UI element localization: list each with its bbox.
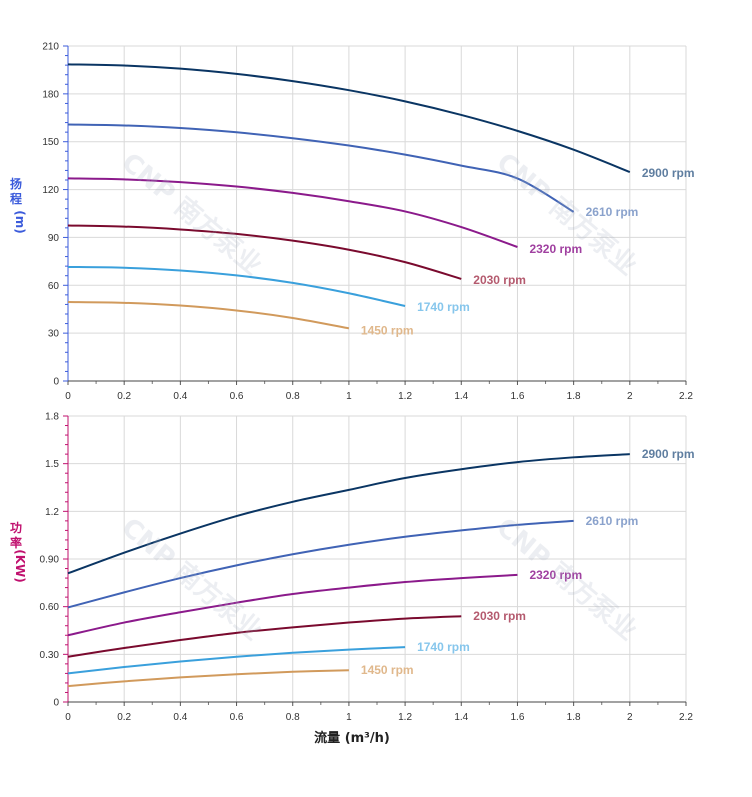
y-axis-unit: (KW) (13, 549, 27, 583)
y-tick-label: 30 (48, 329, 60, 340)
y-tick-label: 0.60 (40, 602, 60, 613)
series-label: 2900 rpm (642, 447, 695, 461)
x-tick-label: 0.6 (230, 712, 244, 723)
x-tick-label: 1.2 (398, 712, 412, 723)
series-line-2030-rpm (67, 224, 462, 280)
watermark-logo: CNP 南方泵业 (116, 147, 268, 282)
y-tick-label: 0 (53, 698, 59, 709)
series-label: 2320 rpm (529, 242, 582, 256)
y-axis-unit: (m) (13, 210, 27, 233)
x-tick-label: 0.2 (117, 712, 131, 723)
x-tick-label: 0 (65, 712, 71, 723)
series-label: 1450 rpm (361, 663, 414, 677)
x-tick-label: 2.2 (679, 712, 693, 723)
x-tick-label: 1 (346, 712, 352, 723)
x-tick-label: 1.2 (398, 391, 412, 402)
y-tick-label: 0.30 (40, 650, 60, 661)
series-line-2610-rpm (67, 123, 575, 213)
x-tick-label: 1.4 (454, 712, 468, 723)
x-tick-label: 0.6 (230, 391, 244, 402)
series-line-1450-rpm (67, 301, 350, 330)
y-axis-label-char: 率 (10, 535, 22, 550)
x-tick-label: 0.2 (117, 391, 131, 402)
series-label: 2900 rpm (642, 166, 695, 180)
y-tick-label: 1.8 (45, 412, 59, 423)
y-tick-label: 90 (48, 233, 60, 244)
x-tick-label: 1.4 (454, 391, 468, 402)
y-tick-label: 1.5 (45, 459, 59, 470)
series-label: 1450 rpm (361, 323, 414, 337)
series-label: 2030 rpm (473, 609, 526, 623)
x-axis-label: 流量 (m³/h) (314, 730, 390, 746)
series-line-2610-rpm (67, 519, 574, 609)
y-axis-label-char: 功 (10, 520, 22, 535)
x-tick-label: 2 (627, 712, 633, 723)
y-tick-label: 60 (48, 281, 60, 292)
series-label: 2030 rpm (473, 273, 526, 287)
y-tick-label: 120 (42, 185, 59, 196)
series-label: 2610 rpm (586, 514, 639, 528)
y-tick-label: 180 (42, 89, 59, 100)
series-label: 1740 rpm (417, 640, 470, 654)
series-line-2030-rpm (67, 615, 462, 658)
y-axis-label-char: 扬 (10, 176, 22, 191)
x-tick-label: 2 (627, 391, 633, 402)
x-tick-label: 0.8 (286, 712, 300, 723)
x-tick-label: 2.2 (679, 391, 693, 402)
watermark-logo: CNP 南方泵业 (116, 512, 268, 647)
panel-head: 0 0.2 0.4 0.6 0.8 1 1.2 1.4 1.6 1.8 2 2.2 0 30 60 90 120… (10, 42, 695, 403)
series-label: 2320 rpm (529, 568, 582, 582)
y-tick-label: 1.2 (45, 507, 59, 518)
x-tick-label: 1.6 (511, 712, 525, 723)
series-label: 2610 rpm (586, 205, 639, 219)
x-tick-label: 0.4 (173, 712, 187, 723)
x-tick-label: 1.8 (567, 712, 581, 723)
x-tick-label: 0.4 (173, 391, 187, 402)
y-tick-label: 0 (53, 377, 59, 388)
y-tick-label: 210 (42, 42, 59, 53)
panel-power: 0 0.2 0.4 0.6 0.8 1 1.2 1.4 1.6 1.8 2 2.2 0 0.30 0.60 0… (10, 412, 695, 747)
x-tick-label: 1.6 (511, 391, 525, 402)
x-tick-label: 1 (346, 391, 352, 402)
series-label: 1740 rpm (417, 300, 470, 314)
x-tick-label: 1.8 (567, 391, 581, 402)
y-axis-label-char: 程 (10, 191, 22, 206)
y-tick-label: 0.90 (40, 555, 60, 566)
x-tick-label: 0.8 (286, 391, 300, 402)
y-tick-label: 150 (42, 137, 59, 148)
series-line-1450-rpm (67, 669, 349, 688)
x-tick-label: 0 (65, 391, 71, 402)
watermark-logo: CNP 南方泵业 (491, 512, 643, 647)
